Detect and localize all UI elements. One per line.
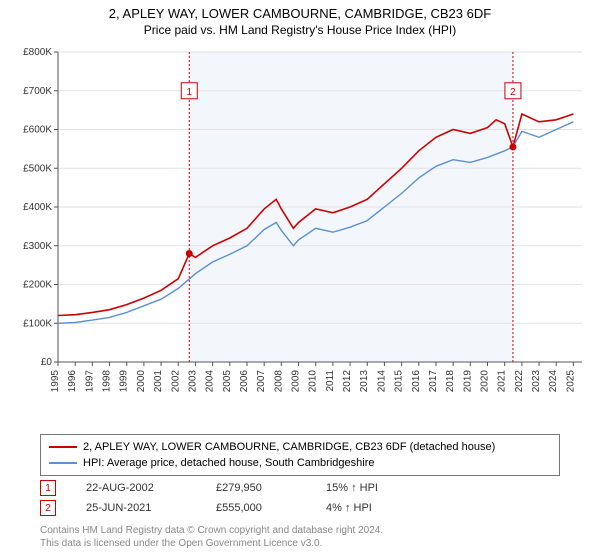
svg-text:2023: 2023 [531, 370, 542, 393]
svg-text:£800K: £800K [23, 47, 52, 58]
svg-text:1995: 1995 [50, 370, 61, 393]
svg-text:1998: 1998 [102, 370, 113, 393]
svg-text:2017: 2017 [428, 370, 439, 393]
svg-text:2009: 2009 [291, 370, 302, 393]
svg-text:£0: £0 [41, 357, 53, 368]
svg-text:2010: 2010 [308, 370, 319, 393]
svg-text:2015: 2015 [394, 370, 405, 393]
sale-row: 1 22-AUG-2002 £279,950 15% ↑ HPI [40, 478, 378, 498]
svg-text:1999: 1999 [119, 370, 130, 393]
sale-delta: 4% ↑ HPI [326, 502, 372, 514]
legend-label: 2, APLEY WAY, LOWER CAMBOURNE, CAMBRIDGE… [83, 439, 495, 455]
svg-text:2020: 2020 [480, 370, 491, 393]
svg-text:£500K: £500K [23, 163, 52, 174]
svg-text:2002: 2002 [170, 370, 181, 393]
chart-legend: 2, APLEY WAY, LOWER CAMBOURNE, CAMBRIDGE… [40, 434, 560, 476]
svg-text:2019: 2019 [462, 370, 473, 393]
svg-text:2013: 2013 [359, 370, 370, 393]
svg-text:2022: 2022 [514, 370, 525, 393]
chart-subtitle: Price paid vs. HM Land Registry's House … [0, 23, 600, 37]
svg-text:2004: 2004 [205, 370, 216, 393]
sales-table: 1 22-AUG-2002 £279,950 15% ↑ HPI 2 25-JU… [40, 478, 378, 518]
svg-text:2007: 2007 [256, 370, 267, 393]
attribution-footer: Contains HM Land Registry data © Crown c… [40, 524, 383, 550]
sale-price: £279,950 [216, 482, 296, 494]
footer-line: This data is licensed under the Open Gov… [40, 537, 383, 550]
svg-text:1: 1 [186, 87, 192, 98]
sale-marker-icon: 2 [40, 500, 56, 516]
sale-date: 22-AUG-2002 [86, 482, 186, 494]
svg-text:2003: 2003 [187, 370, 198, 393]
svg-text:2: 2 [510, 87, 516, 98]
svg-text:2014: 2014 [376, 370, 387, 393]
svg-text:2000: 2000 [136, 370, 147, 393]
footer-line: Contains HM Land Registry data © Crown c… [40, 524, 383, 537]
svg-text:£600K: £600K [23, 125, 52, 136]
legend-swatch-icon [49, 462, 77, 464]
svg-text:2011: 2011 [325, 370, 336, 392]
svg-text:2005: 2005 [222, 370, 233, 393]
sale-date: 25-JUN-2021 [86, 502, 186, 514]
svg-text:£400K: £400K [23, 202, 52, 213]
sale-row: 2 25-JUN-2021 £555,000 4% ↑ HPI [40, 498, 378, 518]
sale-marker-icon: 1 [40, 480, 56, 496]
svg-text:2016: 2016 [411, 370, 422, 393]
svg-text:1997: 1997 [84, 370, 95, 393]
svg-text:£700K: £700K [23, 86, 52, 97]
svg-text:1996: 1996 [67, 370, 78, 393]
svg-text:2006: 2006 [239, 370, 250, 393]
svg-text:£100K: £100K [23, 318, 52, 329]
legend-item-hpi: HPI: Average price, detached house, Sout… [49, 455, 551, 471]
svg-text:2025: 2025 [565, 370, 576, 393]
svg-text:£300K: £300K [23, 241, 52, 252]
sale-delta: 15% ↑ HPI [326, 482, 378, 494]
legend-item-property: 2, APLEY WAY, LOWER CAMBOURNE, CAMBRIDGE… [49, 439, 551, 455]
price-chart: £0 £100K £200K £300K £400K £500K £600K £700K £80… [10, 46, 590, 426]
legend-swatch-icon [49, 446, 77, 448]
svg-text:2021: 2021 [497, 370, 508, 393]
svg-text:2012: 2012 [342, 370, 353, 393]
sale-price: £555,000 [216, 502, 296, 514]
svg-text:£200K: £200K [23, 280, 52, 291]
svg-text:2024: 2024 [548, 370, 559, 393]
legend-label: HPI: Average price, detached house, Sout… [83, 455, 374, 471]
chart-title-address: 2, APLEY WAY, LOWER CAMBOURNE, CAMBRIDGE… [0, 6, 600, 21]
svg-text:2001: 2001 [153, 370, 164, 393]
svg-text:2018: 2018 [445, 370, 456, 393]
svg-text:2008: 2008 [273, 370, 284, 393]
